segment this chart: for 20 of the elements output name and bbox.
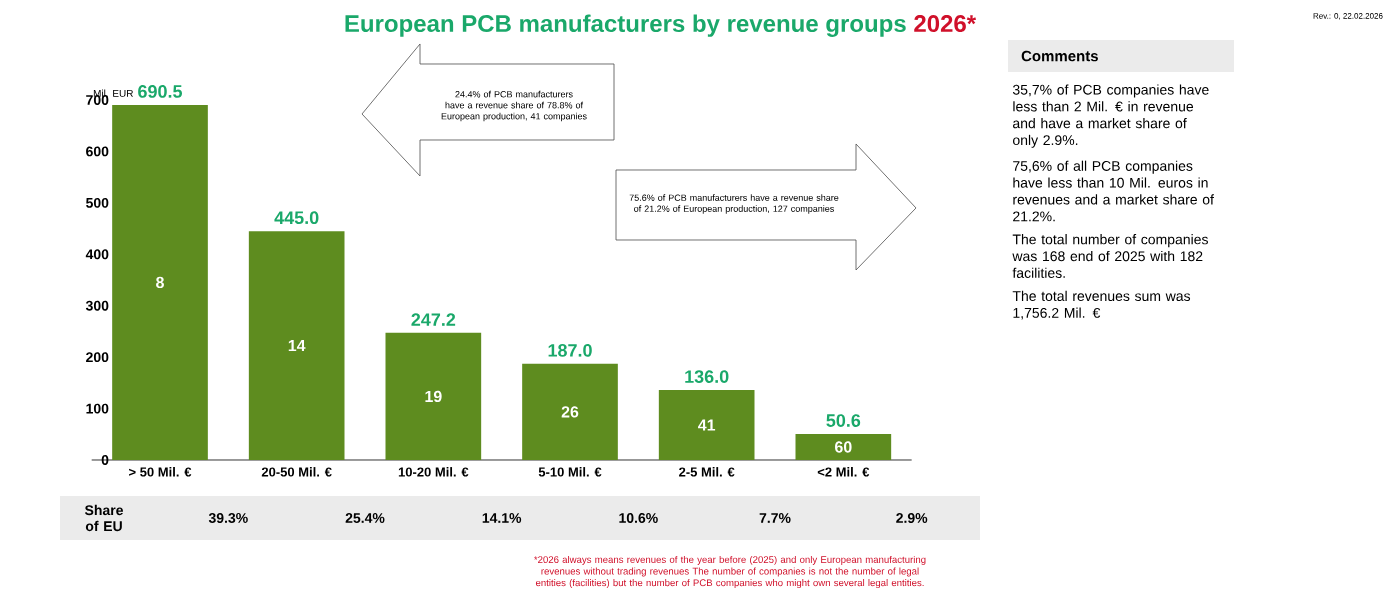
- data-label: 136.0: [685, 370, 729, 383]
- annotation: 19: [425, 390, 442, 403]
- annotation: 14: [288, 340, 306, 352]
- chart-title: European PCB manufacturers by revenue groups: [345, 14, 906, 37]
- data-label: 690.5: [138, 85, 183, 98]
- annotation: 41: [698, 419, 716, 431]
- data-label: 445.0: [274, 211, 319, 225]
- bar: [385, 332, 482, 460]
- annotation: 60: [835, 441, 852, 453]
- data-label: 247.2: [411, 313, 456, 326]
- data-label: 187.0: [548, 344, 592, 357]
- bar: [795, 433, 892, 460]
- bar: [112, 104, 208, 460]
- annotation: 26: [561, 406, 579, 418]
- annotation: 8: [156, 276, 164, 289]
- data-label: 50.6: [826, 414, 861, 427]
- bar: [248, 231, 345, 460]
- bar: [522, 363, 618, 460]
- chart-subtitle: 2026*: [914, 15, 977, 33]
- bar: [658, 390, 755, 460]
